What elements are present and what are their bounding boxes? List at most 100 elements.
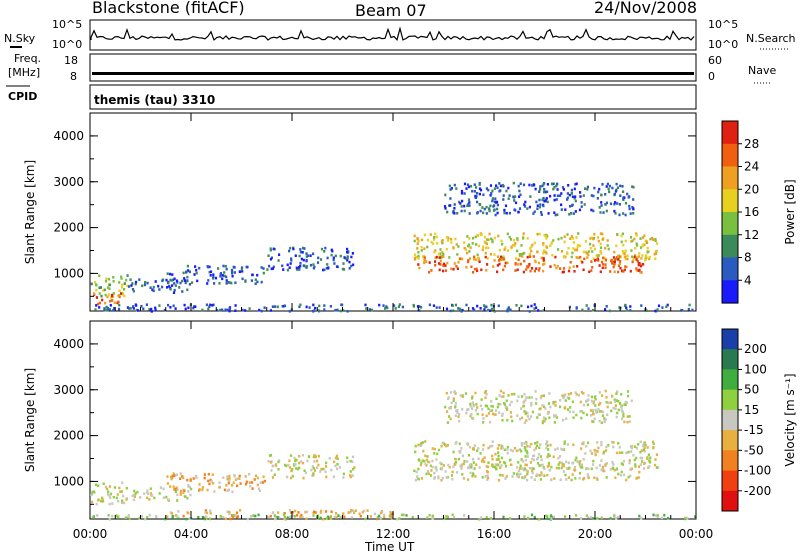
data-cell [216, 309, 219, 312]
data-cell [561, 394, 564, 398]
data-cell [639, 270, 642, 274]
data-cell [526, 472, 529, 476]
data-cell [208, 270, 211, 274]
data-cell [579, 195, 582, 198]
data-cell [561, 270, 564, 274]
data-cell [456, 411, 459, 414]
data-cell [583, 257, 586, 261]
data-cell [494, 466, 497, 469]
data-cell [188, 270, 191, 274]
data-cell [506, 418, 509, 422]
data-cell [576, 460, 579, 463]
colorbar-tick-label: 24 [744, 160, 759, 174]
data-cell [495, 409, 498, 412]
data-cell [567, 476, 570, 479]
data-cell [636, 259, 639, 263]
data-cell [589, 237, 592, 240]
data-cell [495, 467, 498, 471]
data-cell [213, 490, 216, 493]
data-cell [524, 200, 527, 204]
data-cell [332, 475, 335, 479]
data-cell [641, 244, 644, 248]
data-cell [554, 404, 557, 407]
data-cell [224, 517, 227, 521]
data-cell [515, 449, 518, 453]
data-cell [618, 255, 621, 259]
data-cell [364, 303, 367, 307]
data-cell [115, 514, 118, 517]
data-cell [445, 247, 448, 251]
data-cell [460, 209, 463, 213]
data-cell [458, 419, 461, 423]
data-cell [642, 462, 646, 465]
data-cell [98, 301, 101, 305]
data-cell [346, 250, 349, 254]
data-cell [628, 207, 631, 211]
data-cell [306, 254, 310, 257]
data-cell [548, 416, 551, 419]
data-cell [611, 394, 614, 398]
data-cell [536, 473, 539, 476]
data-cell [637, 443, 640, 446]
data-cell [169, 475, 173, 479]
data-cell [325, 266, 328, 270]
data-cell [502, 395, 505, 398]
data-cell [176, 281, 179, 284]
data-cell [532, 255, 535, 258]
data-cell [542, 466, 545, 469]
data-cell [324, 246, 327, 250]
data-cell [308, 306, 311, 309]
data-cell [444, 193, 447, 197]
data-cell [496, 203, 499, 207]
data-cell [602, 452, 605, 455]
data-cell [128, 285, 131, 288]
data-cell [520, 244, 523, 247]
data-cell [234, 304, 237, 307]
data-cell [578, 476, 581, 480]
data-cell [108, 287, 111, 290]
data-cell [546, 473, 549, 477]
data-cell [479, 452, 482, 455]
data-cell [656, 242, 659, 245]
data-cell [479, 203, 482, 206]
data-cell [301, 251, 304, 254]
data-cell [494, 413, 497, 416]
data-cell [423, 459, 426, 463]
data-cell [536, 462, 540, 465]
data-cell [497, 458, 500, 461]
data-cell [438, 256, 441, 259]
data-cell [654, 257, 657, 261]
data-cell [369, 515, 372, 518]
data-cell [520, 304, 523, 308]
data-cell [339, 254, 342, 258]
data-cell [525, 463, 528, 467]
data-cell [594, 404, 597, 407]
data-cell [616, 233, 619, 236]
data-cell [476, 200, 479, 204]
data-cell [433, 476, 436, 479]
data-cell [453, 463, 456, 466]
data-cell [305, 305, 308, 309]
data-cell [146, 281, 149, 285]
data-cell [616, 258, 619, 261]
data-cell [556, 188, 559, 191]
data-cell [104, 308, 107, 312]
data-cell [294, 459, 297, 463]
data-cell [106, 309, 109, 312]
data-cell [250, 481, 254, 484]
data-cell [572, 416, 575, 419]
data-cell [442, 442, 445, 445]
data-cell [624, 255, 627, 259]
data-cell [134, 282, 137, 286]
data-cell [616, 451, 619, 455]
data-cell [226, 308, 229, 312]
data-cell [556, 213, 559, 216]
data-cell [461, 408, 464, 411]
data-cell [319, 470, 322, 473]
data-cell [434, 249, 437, 252]
data-cell [579, 460, 582, 463]
data-cell [231, 514, 234, 517]
data-cell [613, 513, 616, 517]
data-cell [493, 187, 496, 190]
data-cell [143, 492, 146, 495]
